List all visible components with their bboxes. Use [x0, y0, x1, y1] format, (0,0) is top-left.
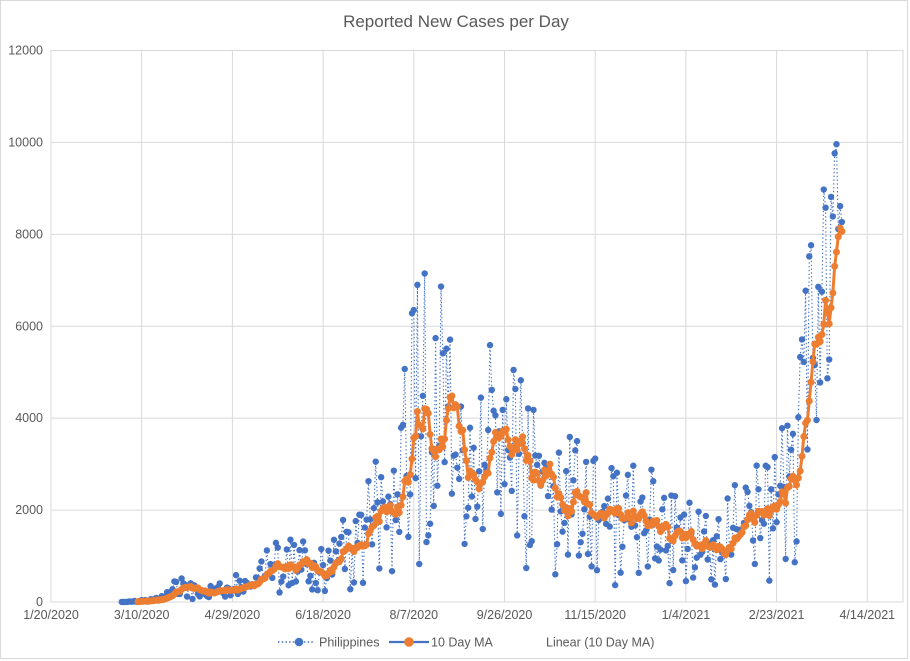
svg-text:4/29/2020: 4/29/2020	[205, 608, 261, 622]
svg-text:1/4/2021: 1/4/2021	[662, 608, 711, 622]
svg-text:1/20/2020: 1/20/2020	[23, 608, 79, 622]
svg-text:4/14/2021: 4/14/2021	[839, 608, 895, 622]
svg-text:2/23/2021: 2/23/2021	[749, 608, 805, 622]
svg-text:Linear (10 Day MA): Linear (10 Day MA)	[546, 636, 654, 650]
svg-text:0: 0	[36, 595, 43, 609]
svg-text:2000: 2000	[15, 503, 43, 517]
svg-text:6000: 6000	[15, 319, 43, 333]
svg-text:11/15/2020: 11/15/2020	[564, 608, 626, 622]
svg-text:3/10/2020: 3/10/2020	[114, 608, 170, 622]
svg-text:10 Day MA: 10 Day MA	[431, 636, 493, 650]
svg-text:8000: 8000	[15, 227, 43, 241]
svg-text:8/7/2020: 8/7/2020	[389, 608, 438, 622]
svg-text:4000: 4000	[15, 411, 43, 425]
svg-text:Philippines: Philippines	[319, 636, 379, 650]
svg-text:6/18/2020: 6/18/2020	[295, 608, 351, 622]
svg-text:10000: 10000	[8, 135, 43, 149]
svg-text:12000: 12000	[8, 44, 43, 58]
svg-text:9/26/2020: 9/26/2020	[477, 608, 533, 622]
